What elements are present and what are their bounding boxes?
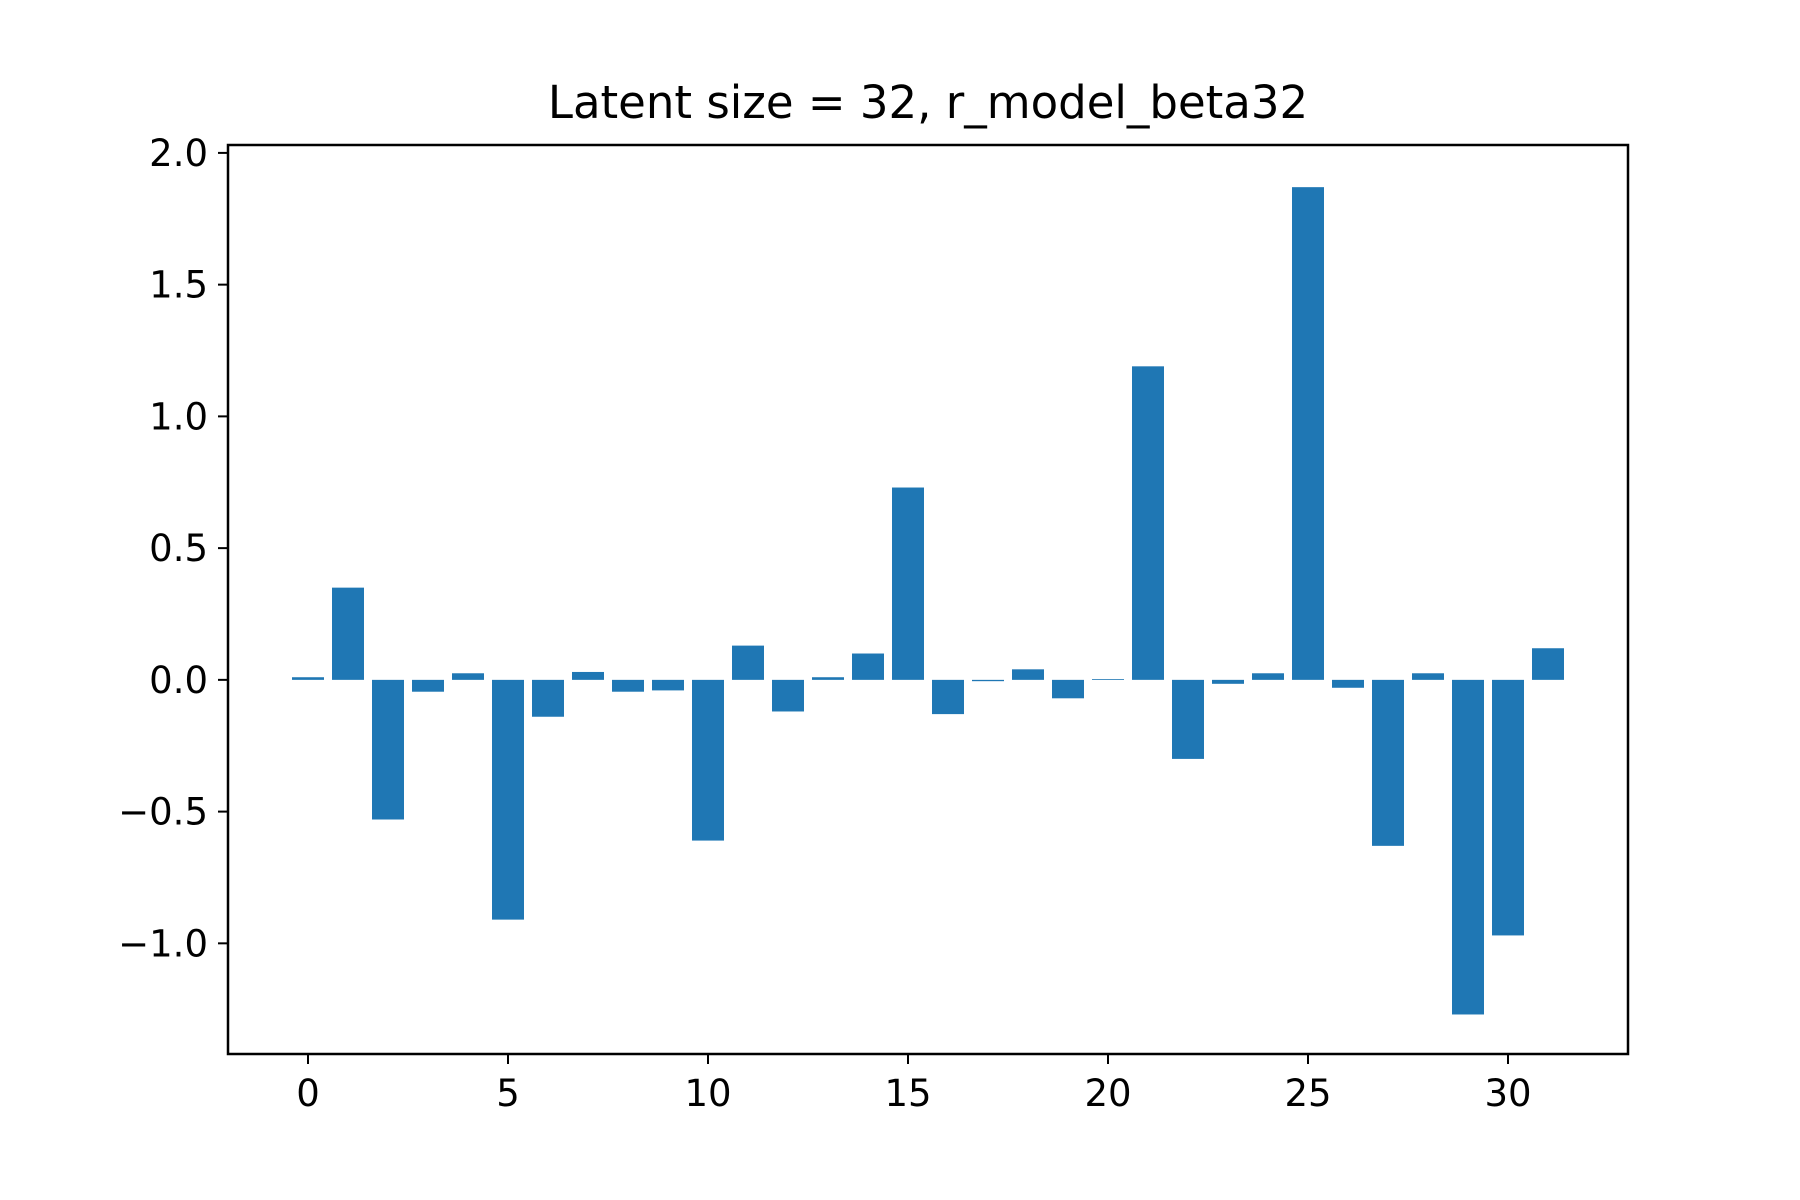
- bar-6: [532, 679, 564, 717]
- y-tick-label-5: 1.5: [149, 264, 208, 307]
- y-tick-label-2: 0.0: [149, 659, 208, 702]
- x-tick-label-30: 30: [1484, 1072, 1531, 1115]
- bar-21: [1132, 366, 1164, 680]
- bar-19: [1052, 679, 1084, 699]
- bar-27: [1372, 679, 1404, 846]
- bar-17: [972, 679, 1004, 682]
- plot-frame: [226, 143, 1630, 1056]
- y-tick-label-3: 0.5: [149, 527, 208, 570]
- bar-26: [1332, 679, 1364, 688]
- chart-title: Latent size = 32, r_model_beta32: [548, 76, 1308, 129]
- bar-28: [1412, 673, 1444, 680]
- bar-0: [292, 677, 324, 680]
- x-tick-label-0: 0: [296, 1072, 320, 1115]
- bar-14: [852, 653, 884, 680]
- bar-23: [1212, 679, 1244, 684]
- bar-15: [892, 487, 924, 680]
- bars-group: [292, 187, 1564, 1015]
- y-tick-label-1: −0.5: [118, 791, 208, 834]
- bar-13: [812, 677, 844, 680]
- bar-29: [1452, 679, 1484, 1015]
- x-tick-label-5: 5: [496, 1072, 520, 1115]
- bar-30: [1492, 679, 1524, 936]
- y-tick-label-4: 1.0: [149, 395, 208, 438]
- bar-3: [412, 679, 444, 692]
- bar-9: [652, 679, 684, 691]
- bar-4: [452, 673, 484, 680]
- bar-11: [732, 645, 764, 680]
- bar-5: [492, 679, 524, 920]
- bar-24: [1252, 673, 1284, 680]
- x-tick-label-25: 25: [1284, 1072, 1331, 1115]
- x-tick-label-15: 15: [884, 1072, 931, 1115]
- bar-7: [572, 671, 604, 680]
- bar-25: [1292, 187, 1324, 680]
- bar-12: [772, 679, 804, 712]
- bar-2: [372, 679, 404, 820]
- y-tick-label-6: 2.0: [149, 132, 208, 175]
- bar-16: [932, 679, 964, 715]
- x-tick-label-10: 10: [684, 1072, 731, 1115]
- y-axis: −1.0 −0.5 0.0 0.5 1.0 1.5 2.0: [118, 132, 228, 965]
- bar-31: [1532, 648, 1564, 680]
- x-axis: 0 5 10 15 20 25 30: [296, 1054, 1532, 1115]
- bar-1: [332, 587, 364, 680]
- bar-10: [692, 679, 724, 841]
- bar-20: [1092, 679, 1124, 680]
- x-tick-label-20: 20: [1084, 1072, 1131, 1115]
- bar-8: [612, 679, 644, 692]
- bar-18: [1012, 669, 1044, 680]
- y-tick-label-0: −1.0: [118, 922, 208, 965]
- bar-22: [1172, 679, 1204, 759]
